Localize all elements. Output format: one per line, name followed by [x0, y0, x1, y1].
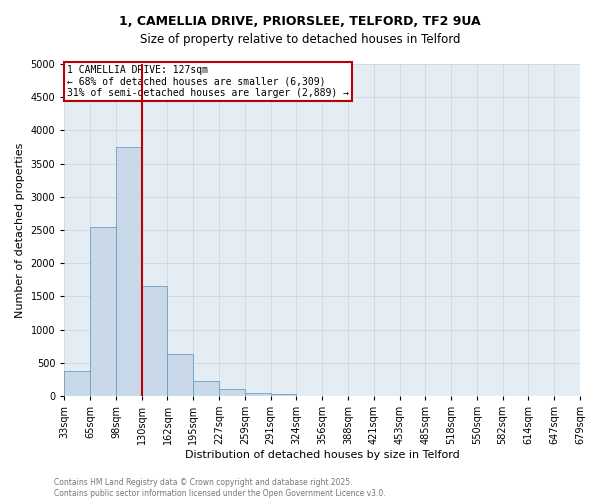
Bar — [64, 371, 90, 396]
Bar — [167, 354, 193, 396]
Text: Contains HM Land Registry data © Crown copyright and database right 2025.
Contai: Contains HM Land Registry data © Crown c… — [54, 478, 386, 498]
Text: 1 CAMELLIA DRIVE: 127sqm
← 68% of detached houses are smaller (6,309)
31% of sem: 1 CAMELLIA DRIVE: 127sqm ← 68% of detach… — [67, 64, 349, 98]
Bar — [219, 390, 245, 396]
Bar — [116, 147, 142, 396]
Text: Size of property relative to detached houses in Telford: Size of property relative to detached ho… — [140, 32, 460, 46]
Bar — [142, 286, 167, 396]
Text: 1, CAMELLIA DRIVE, PRIORSLEE, TELFORD, TF2 9UA: 1, CAMELLIA DRIVE, PRIORSLEE, TELFORD, T… — [119, 15, 481, 28]
Bar — [193, 381, 219, 396]
Bar — [90, 226, 116, 396]
Y-axis label: Number of detached properties: Number of detached properties — [15, 142, 25, 318]
X-axis label: Distribution of detached houses by size in Telford: Distribution of detached houses by size … — [185, 450, 460, 460]
Bar — [271, 394, 296, 396]
Bar — [245, 392, 271, 396]
